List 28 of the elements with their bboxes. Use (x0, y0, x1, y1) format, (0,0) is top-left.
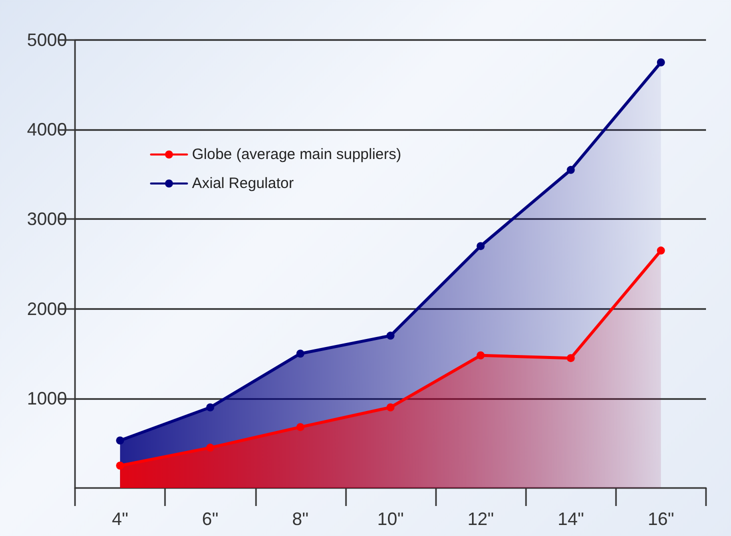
x-tick-label: 4" (112, 509, 128, 529)
legend-label: Globe (average main suppliers) (192, 146, 402, 163)
point (566, 354, 575, 362)
y-tick-label: 3000 (26, 209, 67, 230)
point (206, 444, 214, 452)
point (656, 246, 665, 255)
point (566, 166, 575, 174)
point (476, 351, 485, 360)
y-tick-label: 4000 (26, 120, 67, 140)
y-tick-label: 1000 (26, 388, 67, 408)
point (296, 423, 304, 432)
y-tick-label: 2000 (26, 298, 67, 319)
x-tick-label: 14" (558, 509, 584, 529)
point (116, 462, 124, 470)
point (386, 403, 394, 412)
point (656, 58, 665, 66)
point (206, 403, 214, 412)
point (476, 242, 485, 250)
x-tick-label: 12" (467, 509, 494, 529)
x-tick-label: 8" (292, 509, 309, 529)
point (296, 350, 304, 358)
x-tick-label: 10" (377, 509, 404, 529)
y-tick-label: 5000 (26, 30, 67, 50)
x-tick-label: 6" (202, 509, 218, 529)
legend-label: Axial Regulator (192, 175, 294, 192)
point (386, 332, 394, 340)
x-tick-label: 16" (648, 509, 674, 529)
point (116, 436, 124, 445)
